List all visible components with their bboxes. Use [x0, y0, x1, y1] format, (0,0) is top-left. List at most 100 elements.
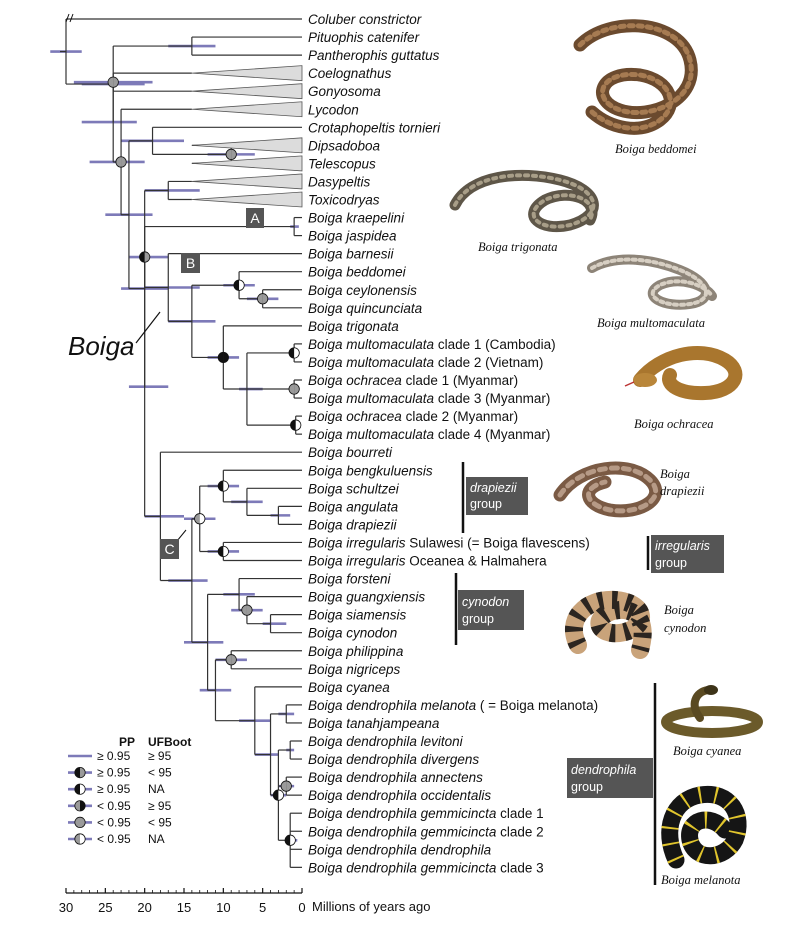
node-10-support-symbol — [288, 383, 300, 395]
cynodon-group: cynodon group — [454, 573, 524, 645]
node-28-support-symbol — [280, 780, 292, 792]
node-7-support-symbol — [257, 293, 269, 305]
collapsed-clades-layer — [191, 65, 303, 208]
taxon-label-boiga-jaspidea: Boiga jaspidea — [308, 229, 397, 244]
legend-row: < 0.95 < 95 — [68, 815, 172, 829]
caption-boiga-cyanea: Boiga cyanea — [673, 744, 741, 758]
caption-boiga-ochracea: Boiga ochracea — [634, 417, 714, 431]
boiga-beddomei-photo — [573, 19, 698, 135]
taxon-label-boiga-forsteni: Boiga forsteni — [308, 572, 392, 587]
caption-boiga-multomaculata: Boiga multomaculata — [597, 316, 705, 330]
node-3-support-symbol — [225, 148, 237, 160]
caption-boiga-drapiezii-1: Boiga — [660, 467, 690, 481]
irregularis-group: irregularis group — [646, 535, 724, 573]
legend-ufboot-value: < 95 — [148, 766, 172, 780]
axis-tick-label: 10 — [216, 900, 230, 915]
taxon-label-boiga-angulata: Boiga angulata — [308, 499, 399, 514]
node-13-support-symbol — [217, 351, 229, 364]
legend-ufboot-value: NA — [148, 832, 165, 846]
taxon-label-boiga-bourreti: Boiga bourreti — [308, 445, 393, 460]
node-21-support-symbol — [194, 513, 206, 525]
legend-ufboot-value: ≥ 95 — [148, 799, 172, 813]
legend-row: < 0.95 NA — [68, 832, 165, 846]
taxon-label-boiga-ochracea-clade-2-myanmar: Boiga ochracea clade 2 (Myanmar) — [308, 409, 518, 424]
taxon-label-boiga-dendrophila-gemmicincta-clade-1: Boiga dendrophila gemmicincta clade 1 — [308, 806, 544, 821]
node-label-c-text: C — [164, 541, 174, 557]
support-legend: PP UFBoot ≥ 0.95 ≥ 95≥ 0.95 < 95≥ 0.95 NA< … — [68, 735, 191, 846]
collapsed-clade-triangle — [191, 83, 303, 100]
legend-pp-value: ≥ 0.95 — [97, 766, 131, 780]
taxon-label-pituophis-catenifer: Pituophis catenifer — [308, 30, 420, 45]
taxon-label-boiga-kraepelini: Boiga kraepelini — [308, 211, 405, 226]
axis-break-mark — [65, 13, 74, 23]
legend-pp-value: < 0.95 — [97, 832, 131, 846]
taxon-label-gonyosoma: Gonyosoma — [308, 84, 381, 99]
node-2-support-symbol — [107, 76, 119, 88]
time-axis: Millions of years ago 30 25 20 15 10 5 0 — [59, 888, 431, 915]
legend-ufboot-value: NA — [148, 782, 165, 796]
legend-pp-value: ≥ 0.95 — [97, 782, 131, 796]
axis-tick-label: 15 — [177, 900, 191, 915]
legend-pp-value: < 0.95 — [97, 815, 131, 829]
taxon-label-boiga-nigriceps: Boiga nigriceps — [308, 662, 401, 677]
collapsed-clade-triangle — [191, 65, 303, 82]
cynodon-group-line2: group — [462, 612, 494, 626]
taxon-label-boiga-ceylonensis: Boiga ceylonensis — [308, 283, 417, 298]
node-label-a-text: A — [250, 210, 260, 226]
legend-pp-value: < 0.95 — [97, 799, 131, 813]
legend-support-symbol — [74, 816, 86, 829]
legend-ufboot-value: < 95 — [148, 815, 172, 829]
taxon-label-boiga-multomaculata-clade-1-cambodia: Boiga multomaculata clade 1 (Cambodia) — [308, 337, 556, 352]
legend-support-symbol — [74, 766, 86, 779]
caption-boiga-trigonata: Boiga trigonata — [478, 240, 558, 254]
dendrophila-group-line2: group — [571, 780, 603, 794]
boiga-label-leader — [135, 311, 161, 344]
taxon-label-boiga-irregularis-sulawesi-boiga-flavescens: Boiga irregularis Sulawesi (= Boiga flav… — [308, 535, 590, 550]
legend-row: < 0.95 ≥ 95 — [68, 799, 172, 813]
taxon-label-boiga-multomaculata-clade-3-myanmar: Boiga multomaculata clade 3 (Myanmar) — [308, 391, 550, 406]
axis-tick-label: 0 — [298, 900, 305, 915]
taxon-label-boiga-multomaculata-clade-2-vietnam: Boiga multomaculata clade 2 (Vietnam) — [308, 355, 543, 370]
collapsed-clade-triangle — [191, 191, 303, 208]
legend-support-symbol — [74, 833, 86, 845]
irregularis-group-line1: irregularis — [655, 539, 710, 553]
taxon-label-lycodon: Lycodon — [308, 102, 359, 117]
taxon-label-toxicodryas: Toxicodryas — [308, 193, 380, 208]
boiga-drapiezii-photo — [553, 461, 663, 518]
legend-support-symbol — [74, 800, 86, 812]
legend-support-symbol — [74, 783, 86, 795]
legend-row: ≥ 0.95 < 95 — [68, 766, 172, 780]
taxon-label-boiga-guangxiensis: Boiga guangxiensis — [308, 590, 425, 605]
taxon-label-boiga-tanahjampeana: Boiga tanahjampeana — [308, 716, 440, 731]
boiga-cyanea-photo — [661, 685, 763, 738]
node-19-support-symbol — [217, 480, 229, 492]
boiga-clade-label: Boiga — [68, 331, 135, 361]
node-9-support-symbol — [288, 347, 300, 359]
support-nodes-layer — [107, 76, 302, 846]
node-label-b: B — [181, 253, 200, 273]
taxon-label-boiga-cyanea: Boiga cyanea — [308, 680, 390, 695]
taxon-labels-layer: Coluber constrictor Pituophis catenifer Pa… — [308, 12, 598, 875]
node-label-a: A — [246, 208, 264, 228]
taxon-label-boiga-trigonata: Boiga trigonata — [308, 319, 399, 334]
taxon-label-boiga-irregularis-oceanea-halmahera: Boiga irregularis Oceanea & Halmahera — [308, 554, 547, 569]
caption-boiga-melanota: Boiga melanota — [661, 873, 741, 887]
boiga-trigonata-photo — [449, 169, 599, 233]
node-29-support-symbol — [284, 834, 296, 846]
taxon-label-boiga-philippina: Boiga philippina — [308, 644, 404, 659]
taxon-label-boiga-dendrophila-melanota-boiga-melanota: Boiga dendrophila melanota ( = Boiga mel… — [308, 698, 598, 713]
node-30-support-symbol — [272, 789, 284, 801]
taxon-label-boiga-dendrophila-divergens: Boiga dendrophila divergens — [308, 752, 479, 767]
axis-tick-label: 25 — [98, 900, 112, 915]
node-23-support-symbol — [241, 604, 253, 616]
caption-boiga-drapiezii-2: drapiezii — [660, 484, 705, 498]
taxon-label-boiga-ochracea-clade-1-myanmar: Boiga ochracea clade 1 (Myanmar) — [308, 373, 518, 388]
boiga-multomaculata-photo — [587, 254, 717, 310]
taxon-label-boiga-bengkuluensis: Boiga bengkuluensis — [308, 463, 433, 478]
taxon-label-boiga-dendrophila-gemmicincta-clade-3: Boiga dendrophila gemmicincta clade 3 — [308, 860, 544, 875]
taxon-label-telescopus: Telescopus — [308, 156, 376, 171]
taxon-label-boiga-drapiezii: Boiga drapiezii — [308, 517, 398, 532]
boiga-cynodon-photo — [565, 590, 652, 659]
taxon-label-boiga-dendrophila-occidentalis: Boiga dendrophila occidentalis — [308, 788, 491, 803]
